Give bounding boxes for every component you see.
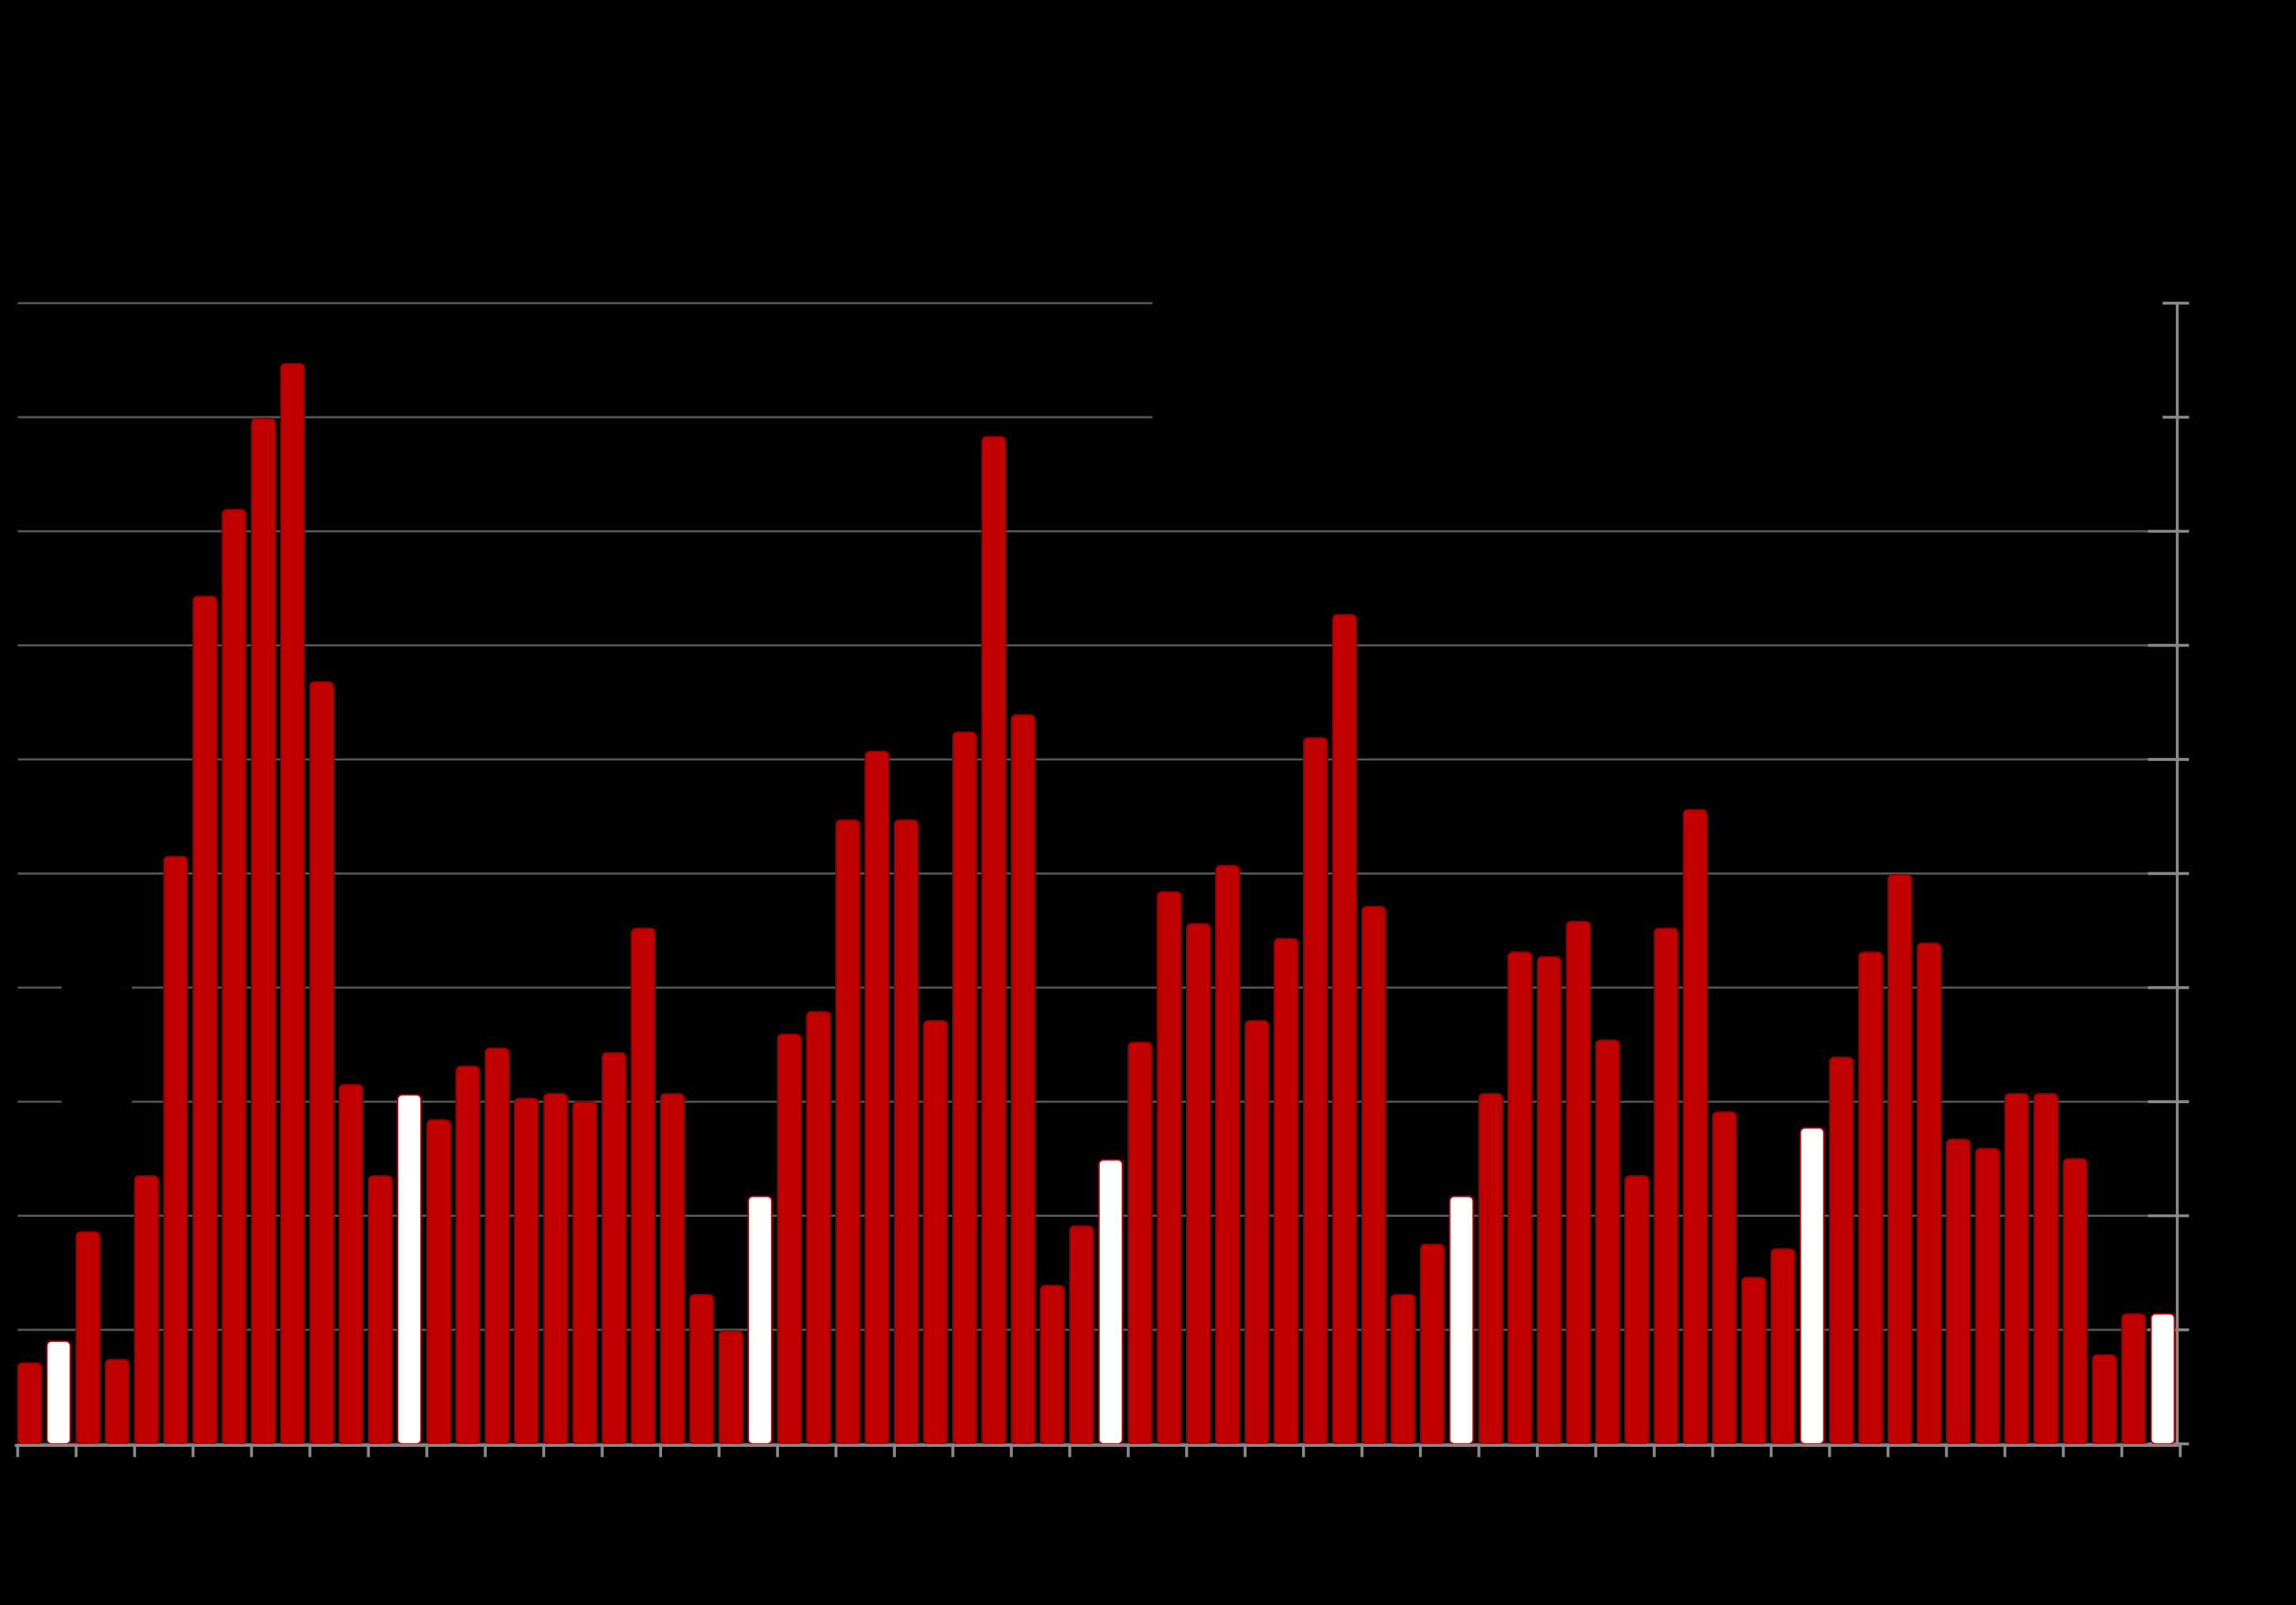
bar <box>1477 1093 1504 1445</box>
bar <box>1361 906 1387 1445</box>
bar <box>1594 1039 1620 1445</box>
bar <box>46 1340 71 1445</box>
bar <box>1858 951 1884 1445</box>
bar <box>1214 865 1240 1445</box>
bar <box>1098 1159 1124 1445</box>
bar <box>1711 1111 1737 1445</box>
y-tick-label: 90 <box>2200 405 2223 428</box>
bar <box>1273 937 1299 1445</box>
bar <box>718 1330 743 1445</box>
bar <box>981 435 1007 1445</box>
bar <box>1157 891 1182 1445</box>
bar <box>1390 1294 1416 1445</box>
bar <box>660 1093 685 1445</box>
bar <box>1565 921 1591 1445</box>
bar <box>309 680 334 1445</box>
bar <box>2062 1158 2088 1445</box>
bar <box>806 1011 831 1445</box>
bar <box>1331 613 1357 1445</box>
bar <box>1741 1276 1767 1445</box>
bar <box>1887 873 1913 1445</box>
bar <box>1185 922 1211 1445</box>
y-tick-label: 50 <box>2200 861 2223 884</box>
bar <box>338 1083 363 1445</box>
bar <box>280 363 305 1445</box>
bar <box>484 1047 510 1445</box>
bar <box>75 1230 100 1445</box>
y-tick-label: 60 <box>2200 748 2223 770</box>
bar <box>1448 1195 1474 1445</box>
bar <box>2121 1313 2147 1445</box>
bar <box>923 1019 948 1445</box>
y-tick-label: 10 <box>2200 1318 2223 1340</box>
bar <box>1011 714 1036 1445</box>
x-ticks <box>16 1445 2182 1457</box>
bar <box>104 1358 130 1445</box>
bar <box>221 508 247 1445</box>
bar <box>1799 1127 1825 1445</box>
y-tick-label: 20 <box>2200 1204 2223 1226</box>
bar <box>689 1294 714 1445</box>
bar <box>1624 1174 1650 1445</box>
bar <box>2150 1313 2176 1445</box>
bar <box>2091 1354 2117 1445</box>
bar <box>2004 1093 2030 1445</box>
y-tick-label: 100 <box>2200 291 2234 313</box>
y-tick-label: 70 <box>2200 634 2223 656</box>
bar <box>514 1097 539 1445</box>
bar <box>543 1093 568 1445</box>
bar <box>630 927 656 1445</box>
bar <box>17 1362 42 1445</box>
bars <box>17 363 2176 1445</box>
bar <box>1536 955 1562 1445</box>
bar <box>864 750 890 1445</box>
bar <box>1069 1225 1094 1445</box>
bar <box>1244 1019 1270 1445</box>
y-tick-label: 80 <box>2200 519 2223 541</box>
bar <box>367 1174 393 1445</box>
bar <box>1507 951 1533 1445</box>
y-tick-label: 40 <box>2200 976 2223 998</box>
bar <box>1828 1056 1854 1445</box>
bar <box>601 1052 627 1445</box>
bar <box>455 1065 480 1445</box>
bar <box>163 855 188 1445</box>
bar <box>1974 1147 2001 1445</box>
bar <box>572 1101 597 1445</box>
y-tick-label: 30 <box>2200 1090 2223 1112</box>
bar <box>1302 737 1328 1445</box>
annotation-box <box>61 974 132 1115</box>
bar <box>894 819 919 1445</box>
bar <box>1916 942 1942 1445</box>
bar <box>250 417 276 1445</box>
bar <box>777 1033 802 1445</box>
legend-box <box>1152 289 2163 431</box>
bar <box>2033 1093 2059 1445</box>
bar <box>1040 1284 1065 1445</box>
bar <box>192 595 217 1445</box>
bar <box>1682 808 1708 1445</box>
bar <box>426 1119 451 1445</box>
bar <box>1945 1138 1971 1445</box>
bar <box>397 1094 422 1445</box>
bar <box>1653 927 1679 1445</box>
bar <box>134 1174 159 1445</box>
bar <box>835 819 860 1445</box>
bar <box>1127 1042 1153 1445</box>
bar <box>952 731 977 1445</box>
y-tick-label: 0 <box>2200 1432 2211 1454</box>
bar <box>1770 1248 1796 1445</box>
bar <box>1419 1243 1445 1445</box>
bar <box>747 1195 773 1445</box>
